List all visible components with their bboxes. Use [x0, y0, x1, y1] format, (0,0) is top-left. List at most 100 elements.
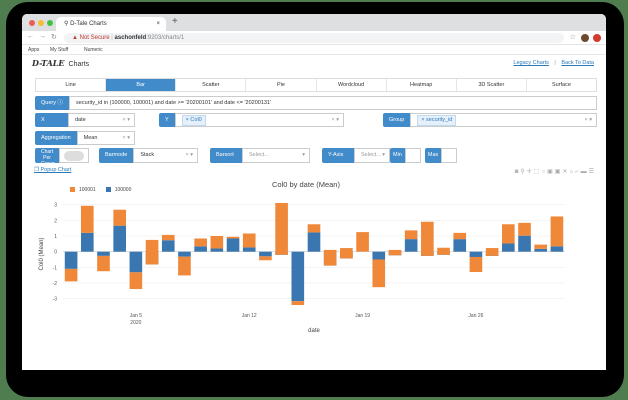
max-input[interactable] — [441, 148, 458, 163]
warning-icon: ▲ — [72, 35, 80, 41]
bar-100001 — [485, 248, 499, 256]
extension-icon[interactable] — [593, 34, 601, 42]
barsort-select[interactable]: Select... ▾ — [242, 148, 310, 163]
tab-heatmap[interactable]: Heatmap — [387, 79, 457, 91]
group-chip[interactable]: × security_id — [417, 115, 457, 126]
page-header: D-TALE Charts — [32, 58, 89, 68]
url-field[interactable]: ▲ Not Secure | aschonfeld:9203/charts/1 — [64, 33, 564, 43]
y-select[interactable]: × Col0 × ▾ — [174, 113, 344, 127]
group-select[interactable]: × security_id × ▾ — [410, 113, 597, 127]
tab-surface[interactable]: Surface — [551, 82, 571, 88]
bookmark-my-stuff[interactable]: My Stuff — [50, 47, 69, 53]
x-tick-label: Jan 26 — [468, 313, 483, 319]
reset-axes-icon[interactable]: ⌂ — [569, 169, 576, 175]
back-icon[interactable]: ← — [27, 33, 34, 40]
forward-icon[interactable]: → — [39, 33, 46, 40]
bar-100001 — [161, 234, 175, 241]
bar-100001 — [340, 248, 353, 259]
bar-100001 — [194, 238, 207, 247]
star-icon[interactable]: ☆ — [569, 34, 576, 41]
x-label: X — [35, 113, 68, 127]
tab-scatter[interactable]: Scatter — [176, 79, 247, 91]
query-row: Query ⓘ security_id in (100000, 100001) … — [35, 96, 597, 110]
zoom-in-icon[interactable]: ▣ — [547, 169, 555, 175]
zoom-icon[interactable]: ⚲ — [520, 169, 527, 175]
tab-bar[interactable]: Bar — [106, 79, 177, 91]
lasso-icon[interactable]: ○ — [541, 169, 548, 175]
x-axis-title: date — [308, 328, 320, 334]
query-label: Query ⓘ — [35, 96, 70, 110]
zoom-out-icon[interactable]: ▣ — [554, 169, 563, 175]
aggregation-label: Aggregation — [35, 131, 77, 145]
url-path: :9203/charts/1 — [146, 35, 185, 41]
bar-100000 — [372, 251, 386, 260]
min-input[interactable] — [404, 148, 421, 163]
y-chip[interactable]: × Col0 — [181, 115, 206, 126]
maximize-window-icon[interactable] — [47, 20, 53, 26]
close-tab-icon[interactable]: × — [156, 21, 160, 27]
bar-100000 — [97, 251, 110, 256]
chart-per-group-container — [59, 148, 89, 163]
avatar[interactable] — [581, 34, 589, 42]
y-label: Y — [159, 113, 175, 127]
tab-3d-scatter[interactable]: 3D Scatter — [457, 79, 527, 91]
bar-100001 — [291, 301, 305, 306]
bar-100000 — [129, 251, 143, 273]
barsort-row: Barsort Select... ▾ — [210, 148, 310, 163]
url-host: aschonfeld — [114, 35, 147, 41]
bar-100001 — [534, 244, 548, 249]
reload-icon[interactable]: ↻ — [51, 34, 57, 41]
y-tick-label: 2 — [54, 218, 57, 224]
camera-icon[interactable]: ◙ — [514, 169, 521, 175]
aggregation-select[interactable]: Mean × ▾ — [76, 131, 135, 145]
x-tick-sublabel: 2020 — [130, 320, 141, 326]
tab-wordcloud[interactable]: Wordcloud — [317, 79, 387, 91]
bar-100001 — [469, 256, 483, 272]
back-to-data-link[interactable]: Back To Data — [561, 60, 594, 66]
close-window-icon[interactable] — [29, 20, 35, 26]
browser-tab[interactable]: ⚲ D-Tale Charts × — [56, 17, 166, 31]
hover-compare-icon[interactable]: ☰ — [588, 169, 596, 175]
spike-lines-icon[interactable]: ⌐ — [575, 169, 581, 175]
pan-icon[interactable]: ✛ — [526, 169, 534, 175]
barmode-row: Barmode Stack × ▾ — [99, 148, 198, 163]
address-bar-row: ← → ↻ ▲ Not Secure | aschonfeld:9203/cha… — [22, 31, 606, 45]
yaxis-select[interactable]: Select... ▾ — [354, 148, 390, 163]
y-tick-label: -2 — [53, 281, 58, 287]
y-tick-label: -1 — [53, 265, 58, 271]
hover-closest-icon[interactable]: ▬ — [580, 169, 589, 175]
x-select[interactable]: date × ▾ — [68, 113, 135, 127]
autoscale-icon[interactable]: ✕ — [562, 169, 570, 175]
bookmarks-bar: Apps My Stuff Numeric — [22, 45, 606, 55]
tab-line[interactable]: Line — [36, 79, 107, 91]
bar-100000 — [404, 239, 418, 252]
bookmark-apps[interactable]: Apps — [28, 47, 40, 53]
chart-legend: 100001 100000 — [70, 187, 131, 193]
bookmark-numeric[interactable]: Numeric — [84, 47, 103, 53]
bar-100001 — [129, 272, 143, 290]
new-tab-icon[interactable]: + — [172, 16, 178, 27]
yaxis-row: Y-Axis Select... ▾ Min Max — [322, 148, 468, 163]
browser-window: ⚲ D-Tale Charts × + ← → ↻ ▲ Not Secure | … — [22, 14, 606, 370]
x-tick-label: Jan 12 — [242, 313, 257, 319]
bar-100001 — [453, 232, 467, 240]
barmode-select[interactable]: Stack × ▾ — [133, 148, 198, 163]
bar-100001 — [80, 205, 94, 233]
aggregation-row: Aggregation Mean × ▾ — [35, 131, 135, 145]
legend-item-100001[interactable]: 100001 — [70, 187, 96, 193]
legacy-charts-link[interactable]: Legacy Charts — [513, 60, 549, 66]
minimize-window-icon[interactable] — [38, 20, 44, 26]
bar-100001 — [323, 249, 337, 266]
bar-100001 — [421, 221, 434, 256]
legend-item-100000[interactable]: 100000 — [105, 187, 131, 193]
query-input[interactable]: security_id in (100000, 100001) and date… — [69, 96, 597, 110]
box-select-icon[interactable]: ⬚ — [533, 169, 542, 175]
tab-pie[interactable]: Pie — [246, 79, 317, 91]
bar-100000 — [194, 246, 207, 252]
bar-100001 — [502, 224, 515, 244]
chart-per-group-toggle[interactable] — [64, 151, 84, 161]
popup-chart-link[interactable]: ❐ Popup Chart — [34, 167, 72, 173]
bar-100000 — [453, 239, 467, 252]
min-label: Min — [390, 148, 405, 163]
